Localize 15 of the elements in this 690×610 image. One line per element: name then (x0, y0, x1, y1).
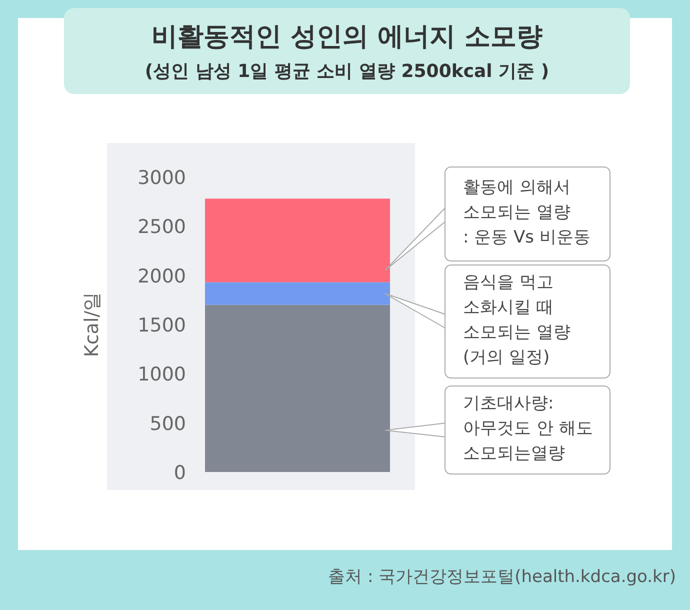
y-tick-label: 1500 (138, 314, 186, 336)
y-tick-label: 3000 (138, 167, 186, 189)
y-tick-label: 0 (174, 462, 186, 484)
text: 활동에 의해서 소모되는 열량 : 운동 Vs 비운동 (463, 178, 590, 248)
y-axis-title: Kcal/일 (81, 292, 103, 358)
chart-title: 비활동적인 성인의 에너지 소모량 (151, 22, 543, 52)
y-tick-label: 2500 (138, 216, 186, 238)
text: 기초대사량: 아무것도 안 해도 소모되는열량 (463, 394, 593, 464)
bar (205, 304, 390, 472)
text: 음식을 먹고 소화시킬 때 소모되는 열량 (거의 일정) (463, 272, 570, 368)
y-tick-label: 1000 (138, 364, 186, 386)
y-tick-label: 500 (150, 412, 186, 435)
chart-subtitle: (성인 남성 1일 평균 소비 열량 2500kcal 기준 ) (144, 61, 550, 82)
y-tick-label: 2000 (138, 265, 186, 288)
source-note: 출처 : 국가건강정보포털(health.kdca.go.kr) (328, 567, 676, 587)
